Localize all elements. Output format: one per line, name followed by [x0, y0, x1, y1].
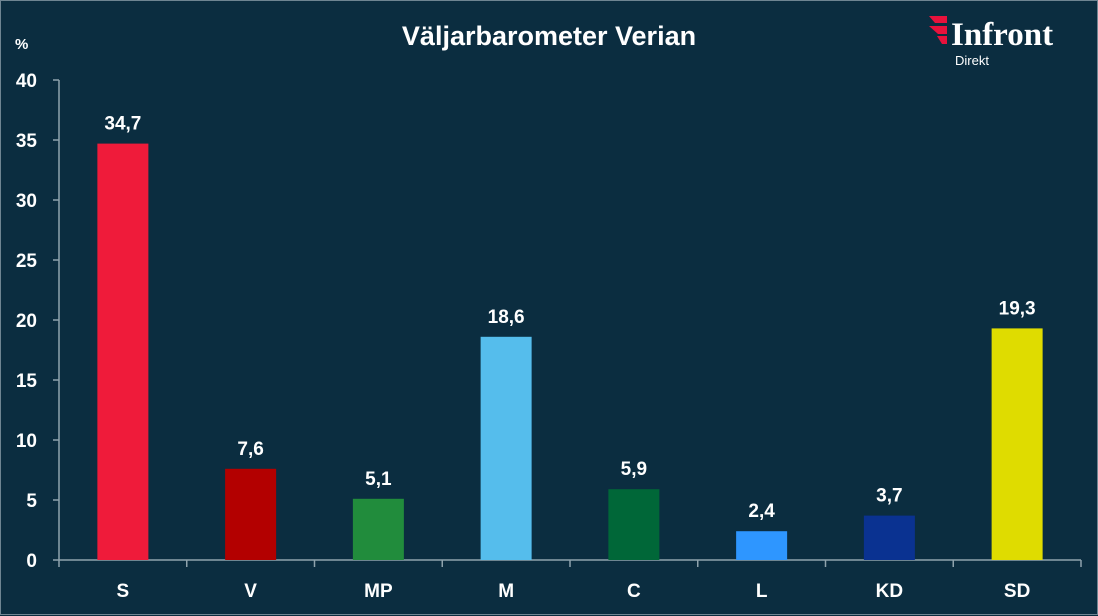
y-axis-unit-label: % [15, 36, 28, 53]
bar-c [608, 489, 660, 560]
data-label-mp: 5,1 [365, 469, 392, 490]
y-tick-label: 0 [26, 551, 37, 572]
data-label-l: 2,4 [748, 501, 775, 522]
y-tick-label: 20 [16, 311, 37, 332]
infront-logo: Infront Direkt [929, 16, 1053, 68]
y-tick-label: 15 [16, 371, 38, 392]
bar-kd [863, 515, 915, 560]
infront-logo-mark [929, 16, 947, 44]
y-axis-ticks: 0 5 10 15 20 25 30 35 40 [16, 71, 59, 572]
x-tick-label-l: L [756, 581, 768, 602]
x-tick-label-v: V [244, 581, 257, 602]
logo-wordmark: Infront [951, 17, 1053, 53]
bar-mp [352, 498, 404, 560]
data-label-c: 5,9 [621, 459, 647, 480]
y-tick-label: 40 [16, 71, 37, 92]
x-tick-label-kd: KD [876, 581, 903, 602]
y-tick-label: 5 [26, 491, 37, 512]
chart-title: Väljarbarometer Verian [402, 21, 696, 51]
data-label-sd: 19,3 [999, 298, 1036, 319]
bar-s [97, 143, 149, 560]
data-label-s: 34,7 [104, 114, 141, 135]
x-tick-label-mp: MP [364, 581, 393, 602]
axes [58, 80, 1081, 561]
x-tick-label-sd: SD [1004, 581, 1030, 602]
x-tick-label-m: M [498, 581, 514, 602]
bar-v [225, 468, 277, 560]
y-tick-label: 35 [16, 131, 38, 152]
data-label-kd: 3,7 [876, 486, 902, 507]
data-labels: 34,7 7,6 5,1 18,6 5,9 2,4 3,7 19,3 [104, 114, 1035, 523]
x-tick-label-c: C [627, 581, 641, 602]
logo-subtitle: Direkt [955, 53, 989, 68]
bar-sd [991, 328, 1043, 560]
bar-m [480, 336, 532, 560]
y-tick-label: 10 [16, 431, 37, 452]
data-label-v: 7,6 [237, 439, 263, 460]
x-tick-label-s: S [117, 581, 130, 602]
x-axis-ticks: S V MP M C L KD SD [58, 560, 1082, 602]
data-label-m: 18,6 [488, 307, 525, 328]
y-tick-label: 25 [16, 251, 38, 272]
bars [97, 143, 1043, 560]
y-tick-label: 30 [16, 191, 37, 212]
bar-l [736, 531, 788, 560]
